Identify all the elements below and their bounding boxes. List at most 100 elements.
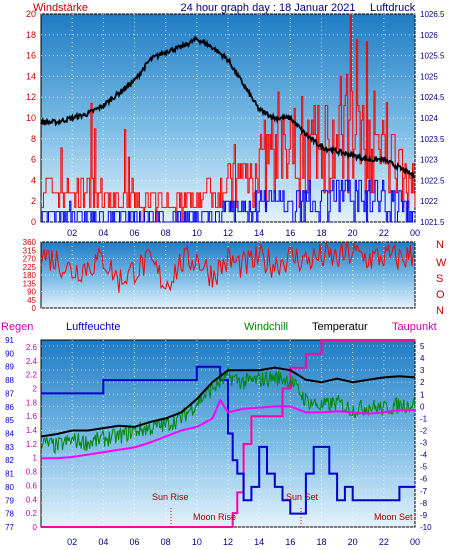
y-tick-label: 4 xyxy=(31,175,36,185)
header-left-label: Windstärke xyxy=(33,2,88,14)
y-tick-label: -5 xyxy=(420,463,428,472)
legend-regen: Regen xyxy=(1,321,33,333)
wind-direction-line xyxy=(40,241,414,293)
y-tick-label: 2 xyxy=(33,384,38,393)
x-tick-label: 12 xyxy=(223,228,233,238)
x-tick-label: 08 xyxy=(161,537,171,547)
y-tick-label: 14 xyxy=(26,71,36,81)
pressure-line xyxy=(40,35,415,179)
x-tick-label: 04 xyxy=(98,228,108,238)
humidity-line xyxy=(41,365,415,515)
y-tick-label: -6 xyxy=(420,475,428,484)
x-tick-label: 02 xyxy=(67,537,77,547)
y-tick-label: 1024.5 xyxy=(420,93,445,102)
x-tick-label: 22 xyxy=(379,228,389,238)
dewpoint-line xyxy=(41,398,415,460)
y-tick-label: 20 xyxy=(26,9,36,19)
y-tick-label: 82 xyxy=(5,456,14,465)
x-tick-label: 14 xyxy=(254,228,264,238)
y-tick-label: 1023 xyxy=(420,156,438,165)
x-tick-label: 00 xyxy=(410,537,420,547)
legend-windchill: Windchill xyxy=(244,321,288,333)
rain-axis: 0 0.2 0.4 0.6 0.8 1 1.2 1.4 1.6 1.8 2 2.2 2.4 2.6 xyxy=(26,343,38,532)
x-tick-label: 16 xyxy=(285,537,295,547)
y-tick-label: 89 xyxy=(5,363,14,372)
y-tick-label: 0.6 xyxy=(26,481,38,490)
x-tick-label: 22 xyxy=(379,537,389,547)
y-tick-label: 88 xyxy=(5,376,14,385)
legend-temperatur: Temperatur xyxy=(312,321,368,333)
y-tick-label: 3 xyxy=(420,366,425,375)
sun-set-label: Sun Set xyxy=(286,492,319,502)
y-tick-label: -2 xyxy=(420,426,428,435)
x-tick-label: 18 xyxy=(316,228,326,238)
x-tick-label: 18 xyxy=(316,537,326,547)
x-tick-label: 06 xyxy=(129,228,139,238)
x-tick-label: 10 xyxy=(192,537,202,547)
y-tick-label: 78 xyxy=(5,510,14,519)
y-tick-label: -3 xyxy=(420,439,428,448)
y-tick-label: 1024 xyxy=(420,114,438,123)
y-tick-label: 270 xyxy=(23,255,37,264)
y-tick-label: 1022 xyxy=(420,197,438,206)
y-tick-label: 79 xyxy=(5,496,14,505)
y-tick-label: 1.6 xyxy=(26,412,38,421)
y-tick-label: 1.2 xyxy=(26,440,38,449)
x-tick-label: 20 xyxy=(348,537,358,547)
compass-letter: N xyxy=(436,239,444,251)
y-tick-label: 1022.5 xyxy=(420,176,445,185)
y-tick-label: 0 xyxy=(32,304,37,313)
humidity-axis: 77 78 79 80 81 82 83 84 85 86 87 88 89 90 91 xyxy=(5,336,14,532)
y-tick-label: 315 xyxy=(23,246,37,255)
wind-speed-axis: 0 2 4 6 8 10 12 14 16 18 20 xyxy=(26,9,36,227)
compass-letter: O xyxy=(436,289,445,301)
y-tick-label: -10 xyxy=(420,523,432,532)
y-tick-label: 83 xyxy=(5,443,14,452)
y-tick-label: 12 xyxy=(26,92,36,102)
y-tick-label: 2.2 xyxy=(26,371,38,380)
y-tick-label: 1023.5 xyxy=(420,135,445,144)
y-tick-label: 77 xyxy=(5,523,14,532)
x-tick-label: 12 xyxy=(223,537,233,547)
y-tick-label: -7 xyxy=(420,487,428,496)
y-tick-label: 5 xyxy=(420,342,425,351)
wind-speed-line xyxy=(41,13,416,223)
x-tick-label: 06 xyxy=(129,537,139,547)
y-tick-label: 4 xyxy=(420,354,425,363)
wind-speed-series xyxy=(41,13,416,223)
y-tick-label: 360 xyxy=(23,238,37,247)
x-tick-label: 04 xyxy=(98,537,108,547)
y-tick-label: 0 xyxy=(420,402,425,411)
y-tick-label: 2.4 xyxy=(26,357,38,366)
moon-rise-label: Moon Rise xyxy=(193,512,236,522)
y-tick-label: 1025.5 xyxy=(420,52,445,61)
y-tick-label: -9 xyxy=(420,511,428,520)
y-tick-label: 135 xyxy=(23,279,37,288)
y-tick-label: 1026 xyxy=(420,31,438,40)
y-tick-label: 90 xyxy=(27,288,36,297)
y-tick-label: 8 xyxy=(31,134,36,144)
compass-letter: W xyxy=(436,257,447,269)
y-tick-label: 2.6 xyxy=(26,343,38,352)
y-tick-label: 16 xyxy=(26,51,36,61)
x-tick-label: 14 xyxy=(254,537,264,547)
compass-letters: N W S O N xyxy=(436,239,447,317)
y-tick-label: -1 xyxy=(420,414,428,423)
x-tick-label: 00 xyxy=(410,228,420,238)
y-tick-label: 1 xyxy=(33,454,38,463)
wind-gust-series xyxy=(41,179,415,223)
x-tick-label: 20 xyxy=(348,228,358,238)
x-tick-label: 08 xyxy=(161,228,171,238)
y-tick-label: 0.8 xyxy=(26,468,38,477)
y-tick-label: 18 xyxy=(26,30,36,40)
y-tick-label: 90 xyxy=(5,349,14,358)
temperature-line xyxy=(40,366,416,438)
rain-line xyxy=(41,339,415,528)
x-tick-label: 02 xyxy=(67,228,77,238)
y-tick-label: 45 xyxy=(27,296,36,305)
y-tick-label: 0.2 xyxy=(26,509,38,518)
y-tick-label: 91 xyxy=(5,336,14,345)
